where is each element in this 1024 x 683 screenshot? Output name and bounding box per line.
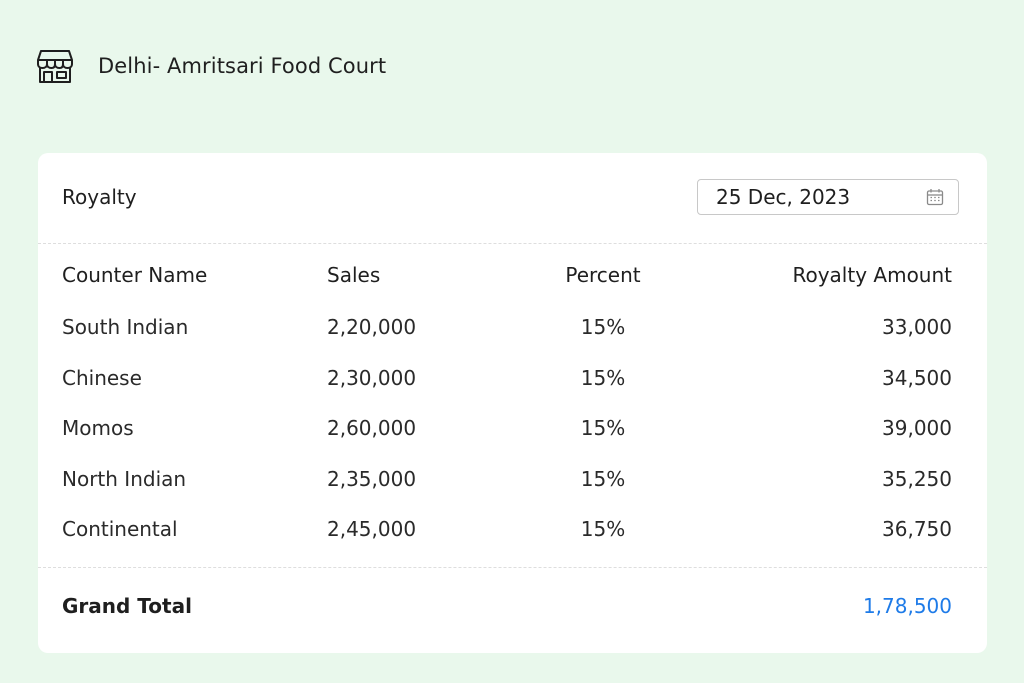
table-row: Chinese 2,30,000 15% 34,500 <box>38 366 987 396</box>
table-row: Momos 2,60,000 15% 39,000 <box>38 416 987 446</box>
row-percent: 15% <box>580 366 626 390</box>
table-row: Continental 2,45,000 15% 36,750 <box>38 517 987 547</box>
row-percent: 15% <box>580 467 626 491</box>
row-royalty-amount: 36,750 <box>882 517 952 541</box>
row-counter-name: Chinese <box>62 366 142 390</box>
grand-total-label: Grand Total <box>62 594 192 618</box>
grand-total-value: 1,78,500 <box>862 594 952 618</box>
header-counter-name: Counter Name <box>62 263 208 287</box>
row-counter-name: Momos <box>62 416 134 440</box>
row-counter-name: South Indian <box>62 315 189 339</box>
row-sales: 2,60,000 <box>327 416 417 440</box>
row-royalty-amount: 35,250 <box>882 467 952 491</box>
calendar-icon[interactable] <box>926 188 944 206</box>
grand-total-row: Grand Total 1,78,500 <box>38 567 987 654</box>
row-royalty-amount: 39,000 <box>882 416 952 440</box>
row-percent: 15% <box>580 315 626 339</box>
row-percent: 15% <box>580 517 626 541</box>
header-percent: Percent <box>565 263 641 287</box>
header-sales: Sales <box>327 263 381 287</box>
row-percent: 15% <box>580 416 626 440</box>
store-icon <box>37 50 73 83</box>
table-row: North Indian 2,35,000 15% 35,250 <box>38 467 987 497</box>
row-counter-name: North Indian <box>62 467 187 491</box>
date-picker[interactable]: 25 Dec, 2023 <box>697 179 959 215</box>
row-sales: 2,20,000 <box>327 315 417 339</box>
row-sales: 2,35,000 <box>327 467 417 491</box>
page-header: Delhi- Amritsari Food Court <box>36 46 386 86</box>
row-sales: 2,45,000 <box>327 517 417 541</box>
row-counter-name: Continental <box>62 517 178 541</box>
date-value: 25 Dec, 2023 <box>716 185 851 209</box>
royalty-label: Royalty <box>62 185 137 209</box>
row-royalty-amount: 34,500 <box>882 366 952 390</box>
row-sales: 2,30,000 <box>327 366 417 390</box>
table-header: Counter Name Sales Percent Royalty Amoun… <box>38 263 987 293</box>
card-header: Royalty 25 Dec, 2023 <box>38 153 987 244</box>
page-title: Delhi- Amritsari Food Court <box>98 54 387 78</box>
table-row: South Indian 2,20,000 15% 33,000 <box>38 315 987 345</box>
header-royalty-amount: Royalty Amount <box>792 263 952 287</box>
row-royalty-amount: 33,000 <box>882 315 952 339</box>
royalty-card: Royalty 25 Dec, 2023 Counter Name Sales … <box>38 153 987 653</box>
